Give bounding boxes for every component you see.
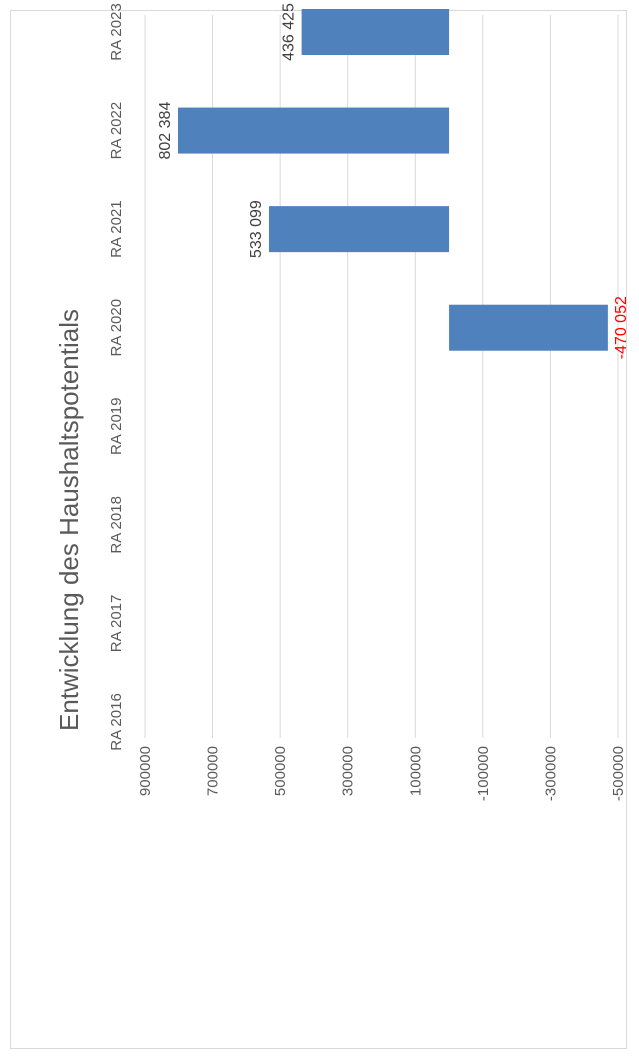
chart-title: Entwicklung des Haushaltspotentials: [54, 309, 84, 731]
data-label: 533 099: [248, 200, 265, 258]
value-tick-label: 700000: [205, 746, 222, 796]
value-tick-label: 900000: [137, 746, 154, 796]
category-label: RA 2019: [108, 398, 125, 456]
bar: [268, 206, 450, 253]
data-labels: -470 052 533 099 802 384 436 425: [157, 3, 630, 359]
data-label: 802 384: [157, 102, 174, 160]
category-label: RA 2023: [108, 3, 125, 61]
category-label: RA 2018: [108, 496, 125, 554]
bar: [449, 304, 608, 351]
value-tick-label: -500000: [610, 746, 627, 801]
category-label: RA 2016: [108, 693, 125, 751]
category-label: RA 2017: [108, 595, 125, 653]
value-tick-label: 100000: [407, 746, 424, 796]
category-label: RA 2020: [108, 299, 125, 357]
category-label: RA 2022: [108, 102, 125, 160]
chart-frame: [10, 10, 627, 1049]
data-label: -470 052: [613, 296, 630, 359]
value-axis-tick-labels: 900000 700000 500000 300000 100000 -100000 -30…: [137, 746, 627, 801]
bar: [177, 107, 450, 154]
value-tick-label: 500000: [272, 746, 289, 796]
value-tick-label: 300000: [340, 746, 357, 796]
bar: [301, 9, 450, 55]
category-axis-labels: RA 2016 RA 2017 RA 2018 RA 2019 RA 2020 RA 20…: [108, 3, 125, 751]
bars: [177, 9, 608, 351]
category-label: RA 2021: [108, 200, 125, 258]
value-tick-label: -100000: [475, 746, 492, 801]
data-label: 436 425: [281, 3, 298, 61]
value-tick-label: -300000: [542, 746, 559, 801]
